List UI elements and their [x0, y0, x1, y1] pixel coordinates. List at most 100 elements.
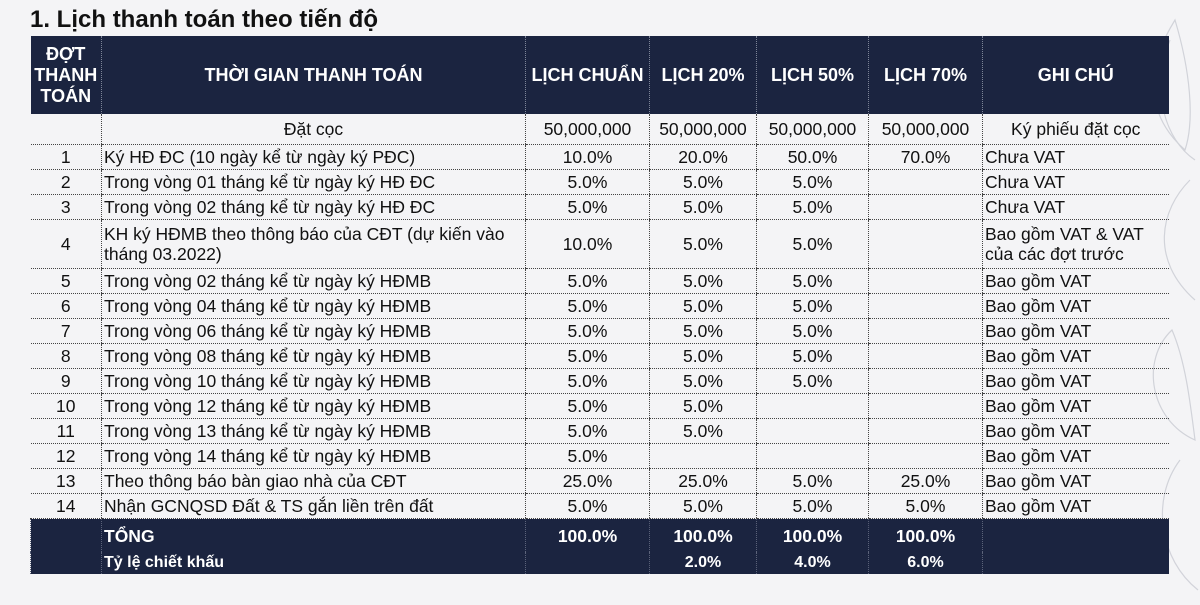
table-cell: 5.0%	[525, 318, 650, 344]
table-cell: Bao gồm VAT	[982, 343, 1169, 369]
total-plan-20: 100.0%	[649, 518, 757, 552]
table-cell	[982, 518, 1169, 552]
table-cell: KH ký HĐMB theo thông báo của CĐT (dự ki…	[101, 219, 526, 269]
table-cell: 5.0%	[649, 169, 757, 195]
table-cell: 5.0%	[525, 293, 650, 319]
table-cell: 50,000,000	[868, 114, 983, 145]
table-cell	[868, 318, 983, 344]
table-cell: Bao gồm VAT	[982, 493, 1169, 519]
table-cell: 2	[30, 169, 102, 195]
table-cell: 5.0%	[649, 368, 757, 394]
table-cell: 5.0%	[756, 368, 869, 394]
total-row: TỔNG 100.0% 100.0% 100.0% 100.0%	[30, 518, 1169, 552]
header-plan-70: LỊCH 70%	[868, 36, 983, 114]
header-plan-50: LỊCH 50%	[756, 36, 869, 114]
table-cell: 14	[30, 493, 102, 519]
table-cell: 5.0%	[525, 169, 650, 195]
table-cell: Bao gồm VAT	[982, 268, 1169, 294]
table-cell: 5.0%	[649, 393, 757, 419]
table-row: 10 Trong vòng 12 tháng kể từ ngày ký HĐM…	[30, 393, 1169, 419]
header-payment-time: THỜI GIAN THANH TOÁN	[101, 36, 526, 114]
total-label: TỔNG	[101, 518, 526, 552]
table-cell: Trong vòng 01 tháng kể từ ngày ký HĐ ĐC	[101, 169, 526, 195]
table-cell: 5.0%	[525, 343, 650, 369]
table-row: 9 Trong vòng 10 tháng kể từ ngày ký HĐMB…	[30, 368, 1169, 394]
table-cell	[30, 518, 102, 552]
table-cell: Chưa VAT	[982, 169, 1169, 195]
table-cell: 70.0%	[868, 144, 983, 170]
table-cell: 5.0%	[756, 493, 869, 519]
table-cell: 4	[30, 219, 102, 269]
table-cell: 7	[30, 318, 102, 344]
table-cell: Ký HĐ ĐC (10 ngày kể từ ngày ký PĐC)	[101, 144, 526, 170]
table-cell	[868, 443, 983, 469]
table-cell: 5.0%	[756, 169, 869, 195]
table-cell: 5.0%	[525, 194, 650, 220]
table-row: 7 Trong vòng 06 tháng kể từ ngày ký HĐMB…	[30, 318, 1169, 344]
table-cell	[756, 393, 869, 419]
table-cell: 5.0%	[649, 293, 757, 319]
table-cell: 5.0%	[649, 418, 757, 444]
table-cell: Trong vòng 06 tháng kể từ ngày ký HĐMB	[101, 318, 526, 344]
table-cell	[868, 393, 983, 419]
table-cell: Bao gồm VAT	[982, 393, 1169, 419]
header-plan-20: LỊCH 20%	[649, 36, 757, 114]
table-cell: Theo thông báo bàn giao nhà của CĐT	[101, 468, 526, 494]
table-cell: 5.0%	[525, 418, 650, 444]
table-cell: Trong vòng 13 tháng kể từ ngày ký HĐMB	[101, 418, 526, 444]
table-cell	[756, 443, 869, 469]
deposit-row: Đặt cọc 50,000,000 50,000,000 50,000,000…	[30, 114, 1169, 145]
table-cell: Chưa VAT	[982, 144, 1169, 170]
total-plan-70: 100.0%	[868, 518, 983, 552]
table-cell	[868, 293, 983, 319]
table-cell: 8	[30, 343, 102, 369]
table-cell: 5.0%	[525, 393, 650, 419]
table-cell: Đặt cọc	[101, 114, 526, 145]
discount-row: Tỷ lệ chiết khấu 2.0% 4.0% 6.0%	[30, 552, 1169, 574]
table-cell	[868, 343, 983, 369]
header-notes: GHI CHÚ	[982, 36, 1169, 114]
header-standard: LỊCH CHUẨN	[525, 36, 650, 114]
table-row: 1 Ký HĐ ĐC (10 ngày kể từ ngày ký PĐC) 1…	[30, 144, 1169, 170]
table-cell: Bao gồm VAT	[982, 468, 1169, 494]
table-cell: 5.0%	[649, 194, 757, 220]
table-cell: 5.0%	[756, 343, 869, 369]
table-cell: 50.0%	[756, 144, 869, 170]
table-cell	[868, 268, 983, 294]
table-row: 11 Trong vòng 13 tháng kể từ ngày ký HĐM…	[30, 418, 1169, 444]
table-cell: 5.0%	[756, 268, 869, 294]
table-cell: 5.0%	[649, 493, 757, 519]
header-row: ĐỢT THANH TOÁN THỜI GIAN THANH TOÁN LỊCH…	[30, 36, 1169, 114]
table-cell: 1	[30, 144, 102, 170]
table-cell: Nhận GCNQSD Đất & TS gắn liền trên đất	[101, 493, 526, 519]
table-cell: 9	[30, 368, 102, 394]
table-cell: Trong vòng 02 tháng kể từ ngày ký HĐMB	[101, 268, 526, 294]
discount-plan-50: 4.0%	[756, 552, 869, 574]
table-cell: 5.0%	[525, 443, 650, 469]
table-cell: Trong vòng 04 tháng kể từ ngày ký HĐMB	[101, 293, 526, 319]
payment-schedule-table: ĐỢT THANH TOÁN THỜI GIAN THANH TOÁN LỊCH…	[30, 36, 1169, 574]
table-cell: Trong vòng 02 tháng kể từ ngày ký HĐ ĐC	[101, 194, 526, 220]
table-cell: 5	[30, 268, 102, 294]
table-cell: 25.0%	[525, 468, 650, 494]
table-row: 6 Trong vòng 04 tháng kể từ ngày ký HĐMB…	[30, 293, 1169, 319]
discount-label: Tỷ lệ chiết khấu	[101, 552, 526, 574]
table-cell: 5.0%	[649, 219, 757, 269]
table-cell: 5.0%	[756, 318, 869, 344]
table-cell: Bao gồm VAT & VAT của các đợt trước	[982, 219, 1169, 269]
table-cell: 6	[30, 293, 102, 319]
table-cell: 50,000,000	[756, 114, 869, 145]
table-cell: 20.0%	[649, 144, 757, 170]
table-cell: 5.0%	[756, 219, 869, 269]
table-row: 13 Theo thông báo bàn giao nhà của CĐT 2…	[30, 468, 1169, 494]
table-cell	[756, 418, 869, 444]
table-cell: 11	[30, 418, 102, 444]
table-cell	[868, 219, 983, 269]
table-cell: Trong vòng 12 tháng kể từ ngày ký HĐMB	[101, 393, 526, 419]
table-row: 3 Trong vòng 02 tháng kể từ ngày ký HĐ Đ…	[30, 194, 1169, 220]
table-cell: 5.0%	[525, 268, 650, 294]
table-cell: 5.0%	[649, 343, 757, 369]
table-cell: Bao gồm VAT	[982, 418, 1169, 444]
table-cell	[649, 443, 757, 469]
table-cell: 10	[30, 393, 102, 419]
